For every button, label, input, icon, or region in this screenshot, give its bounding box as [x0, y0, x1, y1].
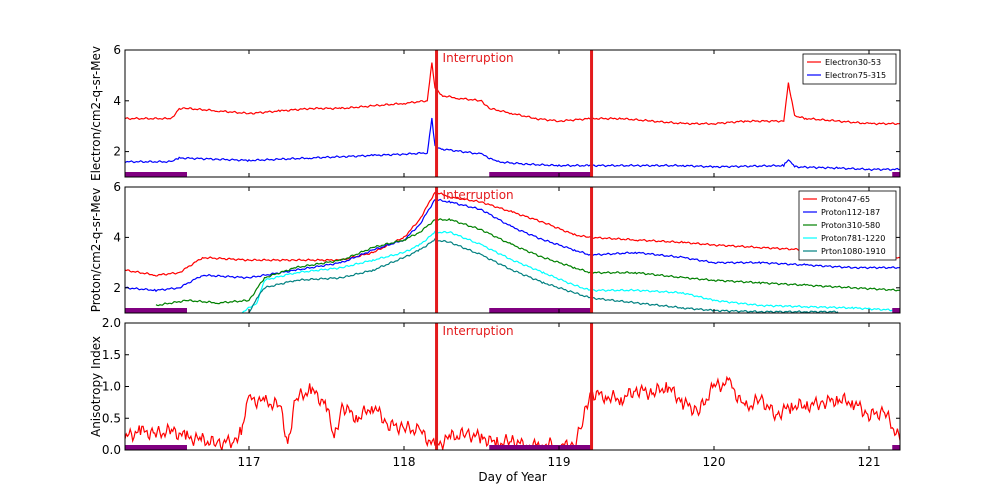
gap-bar: [489, 445, 592, 450]
gap-bar: [892, 172, 900, 177]
series-line-Electron30-53: [125, 62, 900, 126]
gap-bar: [892, 445, 900, 450]
legend-entry: Electron75-315: [825, 71, 886, 80]
plot-frame: [124, 186, 901, 314]
series-line-Anisotropy Index: [125, 375, 900, 450]
legend-box: [802, 53, 897, 85]
plot-area: [125, 323, 900, 450]
legend-entry: Proton781-1220: [821, 234, 885, 243]
x-tick-label: 119: [548, 455, 571, 469]
y-axis-label: Anisotropy Index: [89, 336, 103, 437]
y-tick-label: 0.5: [102, 411, 121, 425]
x-tick-label: 121: [858, 455, 881, 469]
gap-bar: [892, 308, 900, 313]
interruption-label: Interruption: [443, 324, 514, 338]
series-group: [125, 191, 900, 313]
legend-entry: Prton1080-1910: [821, 247, 886, 256]
y-tick-label: 4: [113, 94, 121, 108]
y-tick-label: 0.0: [102, 443, 121, 457]
legend-entry: Proton310-580: [821, 221, 880, 230]
x-tick-label: 118: [393, 455, 416, 469]
legend: Proton47-65 Proton112-187 Proton310-580 Pro…: [798, 190, 897, 261]
series-line-Proton781-1220: [241, 230, 900, 313]
legend: Electron30-53 Electron75-315: [802, 53, 897, 85]
y-tick-label: 2.0: [102, 316, 121, 330]
x-tick-label: 120: [703, 455, 726, 469]
series-line-Prton1080-1910: [248, 238, 839, 313]
x-axis-label: Day of Year: [478, 470, 546, 484]
gap-bar: [489, 308, 592, 313]
series-line-Electron75-315: [125, 117, 900, 172]
plot-area: [125, 187, 900, 313]
x-tick-label: 117: [238, 455, 261, 469]
y-tick-label: 4: [113, 230, 121, 244]
gap-bar: [125, 308, 187, 313]
panel-electron: Interruption 2 4 6 Electron/cm2-q-sr-Mev Elec…: [89, 43, 901, 181]
legend-entry: Electron30-53: [825, 58, 881, 67]
y-tick-label: 2: [113, 145, 121, 159]
y-tick-label: 2: [113, 281, 121, 295]
series-line-Proton47-65: [125, 191, 900, 277]
interruption-label: Interruption: [443, 51, 514, 65]
legend-entry: Proton112-187: [821, 208, 880, 217]
y-tick-label: 6: [113, 180, 121, 194]
series-line-Proton310-580: [155, 218, 900, 307]
series-group: [125, 62, 900, 172]
series-group: [125, 375, 900, 450]
y-tick-label: 6: [113, 43, 121, 57]
y-tick-label: 1.0: [102, 380, 121, 394]
panel-anisotropy: Interruption 117 118 119 120 121 0.0 0.5 1.0 1.5 2…: [89, 316, 901, 469]
y-axis-label: Electron/cm2-q-sr-Mev: [89, 46, 103, 181]
gap-bar: [125, 172, 187, 177]
legend-entry: Proton47-65: [821, 195, 870, 204]
plot-frame: [124, 49, 901, 178]
series-line-Proton112-187: [125, 198, 900, 293]
y-axis-label: Proton/cm2-q-sr-Mev: [89, 188, 103, 313]
y-tick-label: 1.5: [102, 348, 121, 362]
gap-bar: [489, 172, 592, 177]
interruption-label: Interruption: [443, 188, 514, 202]
gap-bar: [125, 445, 187, 450]
panel-proton: Interruption 2 4 6 Proton/cm2-q-sr-Mev Proton…: [89, 180, 901, 314]
